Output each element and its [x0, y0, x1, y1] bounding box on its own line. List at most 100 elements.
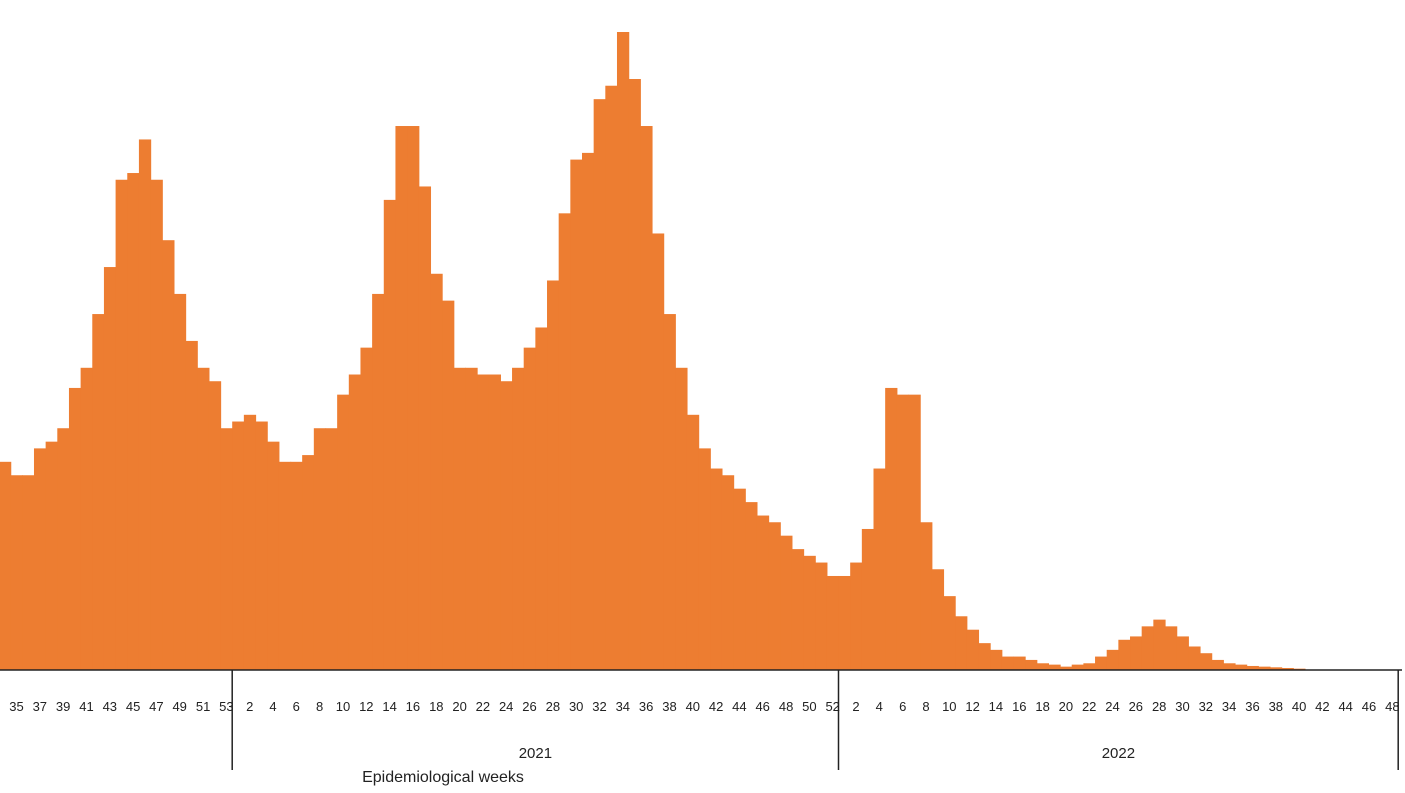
bar — [197, 367, 210, 670]
bar — [255, 421, 268, 670]
x-tick-label: 14 — [382, 699, 396, 714]
bar — [383, 199, 397, 670]
x-tick-label: 8 — [922, 699, 929, 714]
x-tick-label: 39 — [56, 699, 70, 714]
bar — [500, 381, 513, 670]
bar — [1165, 626, 1178, 670]
x-tick-label: 38 — [662, 699, 676, 714]
bar — [1036, 663, 1049, 670]
x-tick-label: 37 — [33, 699, 47, 714]
bar — [920, 522, 933, 670]
bar — [1223, 663, 1236, 670]
bar — [127, 173, 140, 670]
x-tick-label: 26 — [522, 699, 536, 714]
x-tick-label: 35 — [9, 699, 23, 714]
x-tick-label: 34 — [616, 699, 630, 714]
bar — [826, 575, 840, 670]
x-tick-label: 50 — [802, 699, 816, 714]
x-tick-label: 44 — [732, 699, 746, 714]
x-tick-label: 22 — [476, 699, 490, 714]
x-tick-label: 38 — [1269, 699, 1283, 714]
bar — [651, 233, 665, 670]
year-label: 2021 — [519, 745, 552, 762]
bar — [1106, 649, 1119, 670]
bar — [488, 374, 501, 670]
bar — [208, 381, 222, 670]
year-label: 2022 — [1102, 745, 1135, 762]
bar — [1153, 619, 1166, 670]
bar — [733, 488, 746, 670]
bar — [675, 367, 688, 670]
bar — [698, 448, 711, 670]
x-tick-label: 32 — [1199, 699, 1213, 714]
bar — [1188, 646, 1201, 670]
x-tick-label: 47 — [149, 699, 163, 714]
bar — [523, 347, 536, 670]
bar — [1269, 667, 1283, 670]
x-tick-label: 18 — [429, 699, 443, 714]
bar — [477, 374, 490, 670]
x-tick-label: 12 — [359, 699, 373, 714]
x-axis-title: Epidemiological weeks — [362, 769, 524, 786]
bar — [745, 502, 758, 670]
bar — [1199, 653, 1213, 670]
bar — [896, 394, 910, 670]
bar — [710, 468, 723, 670]
bar — [465, 367, 478, 670]
x-tick-label: 43 — [103, 699, 117, 714]
bar — [908, 394, 921, 670]
bar — [616, 32, 630, 670]
bar — [360, 347, 373, 670]
x-tick-label: 52 — [825, 699, 839, 714]
x-tick-label: 48 — [1385, 699, 1399, 714]
bar — [348, 374, 362, 670]
bar — [931, 569, 945, 670]
bar — [1060, 666, 1073, 670]
bar — [686, 414, 700, 670]
bar — [1130, 636, 1143, 670]
bar — [885, 387, 898, 670]
bar — [1001, 656, 1015, 670]
bar — [512, 367, 525, 670]
bar — [162, 240, 175, 670]
bar — [22, 475, 35, 670]
bar — [290, 461, 303, 670]
bar — [325, 428, 338, 670]
x-tick-label: 22 — [1082, 699, 1096, 714]
x-tick-label: 16 — [406, 699, 420, 714]
bar — [966, 629, 980, 670]
bar — [721, 475, 735, 670]
x-tick-label: 6 — [899, 699, 906, 714]
bar — [453, 367, 466, 670]
x-tick-label: 46 — [1362, 699, 1376, 714]
bar — [955, 616, 968, 670]
bar — [68, 387, 82, 670]
x-tick-label: 4 — [876, 699, 883, 714]
x-tick-label: 30 — [569, 699, 583, 714]
bar — [791, 549, 805, 670]
x-tick-label: 26 — [1129, 699, 1143, 714]
x-tick-label: 4 — [269, 699, 276, 714]
bar — [150, 179, 163, 670]
bar — [861, 528, 875, 670]
bar — [232, 421, 245, 670]
x-tick-label: 2 — [246, 699, 253, 714]
bar — [1048, 664, 1061, 670]
x-tick-label: 30 — [1175, 699, 1189, 714]
bar — [1025, 659, 1038, 670]
x-tick-label: 6 — [293, 699, 300, 714]
x-tick-label: 40 — [1292, 699, 1306, 714]
bar — [850, 562, 863, 670]
bar — [873, 468, 886, 670]
bar — [1141, 626, 1154, 670]
x-tick-label: 36 — [1245, 699, 1259, 714]
bar — [1176, 636, 1189, 670]
bar — [1071, 664, 1084, 670]
x-tick-label: 48 — [779, 699, 793, 714]
bar — [80, 367, 93, 670]
x-tick-label: 41 — [79, 699, 93, 714]
x-tick-label: 2 — [852, 699, 859, 714]
bar — [302, 455, 315, 670]
bar — [138, 139, 152, 670]
x-tick-label: 51 — [196, 699, 210, 714]
